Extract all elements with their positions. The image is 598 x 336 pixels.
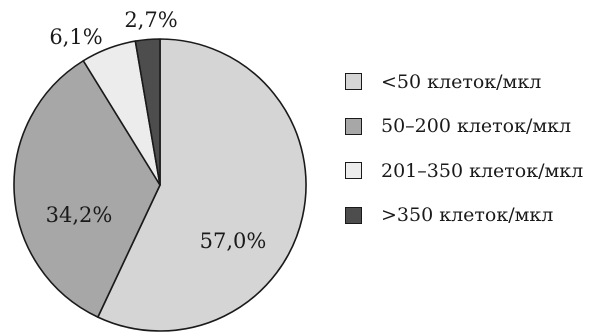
legend: <50 клеток/мкл 50–200 клеток/мкл 201–350… <box>345 70 595 248</box>
slice-label-201-350: 6,1% <box>49 25 102 49</box>
legend-item-gt350: >350 клеток/мкл <box>345 204 595 227</box>
pie-labels: 57,0% 34,2% 6,1% 2,7% <box>46 8 267 253</box>
slice-label-gt350: 2,7% <box>124 8 177 32</box>
pie-slices <box>13 38 307 332</box>
legend-item-lt50: <50 клеток/мкл <box>345 70 595 93</box>
legend-item-50-200: 50–200 клеток/мкл <box>345 115 595 138</box>
legend-swatch <box>345 117 362 135</box>
legend-item-201-350: 201–350 клеток/мкл <box>345 159 595 182</box>
slice-label-lt50: 57,0% <box>200 229 267 253</box>
legend-swatch <box>345 73 362 90</box>
pie-slice-50-200 <box>13 59 161 318</box>
legend-label: <50 клеток/мкл <box>381 70 542 93</box>
slice-label-50-200: 34,2% <box>46 203 113 227</box>
legend-swatch <box>345 162 362 179</box>
pie-slice-lt50 <box>97 38 307 332</box>
legend-label: 50–200 клеток/мкл <box>381 115 572 137</box>
legend-label: >350 клеток/мкл <box>381 204 554 226</box>
legend-label: 201–350 клеток/мкл <box>381 159 584 182</box>
legend-swatch <box>345 206 362 224</box>
pie-slice-gt350 <box>134 38 161 186</box>
